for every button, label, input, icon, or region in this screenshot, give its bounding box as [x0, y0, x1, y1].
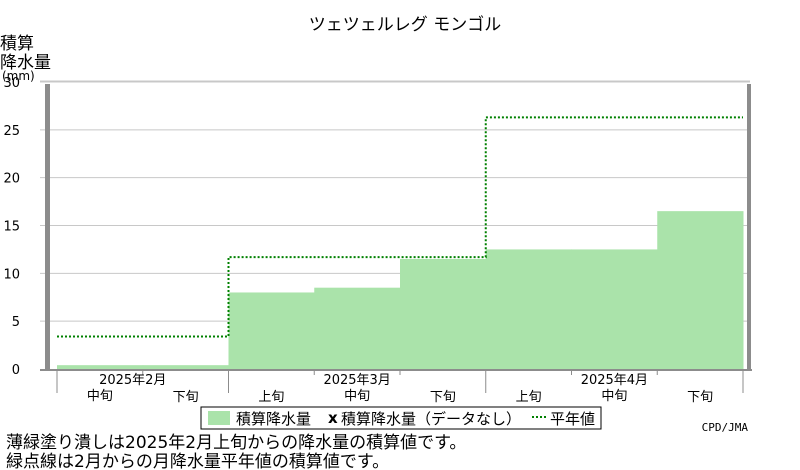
- decade-label: 上旬: [258, 390, 284, 405]
- left-axis-bar: [45, 84, 50, 371]
- note-line-1: 薄緑塗り潰しは2025年2月上旬からの降水量の積算値です。: [6, 432, 466, 453]
- y-axis-label-line-2: 降水量: [0, 53, 51, 73]
- y-tick-labels: 0 5 10 15 20 25 30: [3, 76, 20, 378]
- decade-label: 下旬: [687, 390, 713, 405]
- decade-label: 中旬: [601, 389, 627, 404]
- legend-missing-marker: x: [328, 409, 338, 427]
- bar: [57, 365, 144, 369]
- bars: [57, 211, 744, 369]
- plot-frame: [40, 80, 752, 393]
- y-axis-unit: (mm): [2, 69, 35, 83]
- y-tick-label: 5: [12, 315, 20, 330]
- y-axis-label-line-1: 積算: [0, 34, 34, 54]
- bar: [571, 249, 658, 369]
- month-label: 2025年4月: [581, 373, 648, 388]
- note-line-2: 緑点線は2月からの月降水量平年値の積算値です。: [6, 452, 389, 470]
- bar: [314, 287, 401, 369]
- month-label: 2025年2月: [99, 373, 166, 388]
- y-tick-label: 20: [3, 172, 20, 187]
- decade-label: 下旬: [173, 390, 199, 405]
- month-label: 2025年3月: [323, 373, 390, 388]
- legend: 積算降水量 x 積算降水量（データなし） 平年値: [200, 406, 602, 430]
- decade-label: 中旬: [87, 389, 113, 404]
- credit: CPD/JMA: [702, 421, 749, 434]
- legend-label-accumulated: 積算降水量: [236, 410, 311, 428]
- bar: [485, 249, 572, 369]
- decade-label: 中旬: [344, 389, 370, 404]
- legend-swatch-accumulated: [208, 411, 230, 425]
- legend-label-missing: 積算降水量（データなし）: [341, 410, 521, 428]
- y-tick-label: 15: [3, 220, 20, 235]
- right-axis-bar: [747, 84, 751, 371]
- y-tick-label: 10: [3, 267, 20, 282]
- y-tick-label: 25: [3, 124, 20, 139]
- legend-label-normal: 平年値: [550, 410, 595, 428]
- legend-box: [200, 406, 602, 430]
- bar: [228, 292, 315, 369]
- decade-label: 下旬: [430, 390, 456, 405]
- bar: [142, 365, 229, 369]
- decade-label: 上旬: [516, 390, 542, 405]
- y-tick-label: 0: [12, 363, 20, 378]
- chart-title: ツェツェルレグ モンゴル: [309, 14, 501, 35]
- bar: [400, 258, 487, 369]
- bar: [657, 211, 744, 369]
- y-tick-label: 30: [3, 76, 20, 91]
